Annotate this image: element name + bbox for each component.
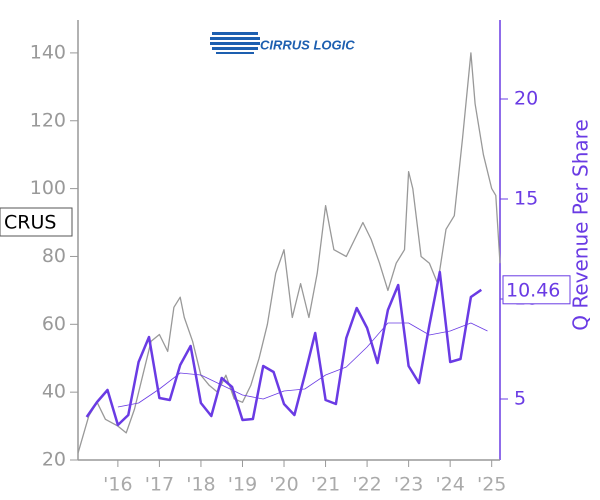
logo-stripe bbox=[210, 42, 260, 45]
y2-axis-label: Q Revenue Per Share bbox=[569, 119, 593, 331]
last-value-label: 10.46 bbox=[506, 279, 560, 301]
logo-stripe bbox=[216, 52, 254, 54]
series-line bbox=[77, 52, 501, 454]
x-tick-label: '19 bbox=[228, 474, 257, 496]
x-tick-label: '18 bbox=[186, 474, 215, 496]
y2-tick-label: 20 bbox=[514, 88, 538, 110]
logo-stripe bbox=[210, 37, 260, 40]
x-tick-label: '21 bbox=[311, 474, 340, 496]
y-tick-label: 60 bbox=[42, 313, 66, 335]
series-line bbox=[117, 322, 488, 408]
y-tick-label: 100 bbox=[30, 177, 66, 199]
x-tick-label: '25 bbox=[477, 474, 506, 496]
x-tick-label: '24 bbox=[435, 474, 464, 496]
logo-stripe bbox=[212, 32, 258, 35]
y-tick-label: 80 bbox=[42, 245, 66, 267]
series-line bbox=[85, 270, 483, 427]
x-tick-label: '20 bbox=[269, 474, 298, 496]
logo: CIRRUS LOGIC bbox=[210, 32, 355, 54]
y-tick-label: 40 bbox=[42, 381, 66, 403]
y2-tick-label: 5 bbox=[514, 388, 526, 410]
last-value-box bbox=[502, 275, 571, 305]
logo-stripe bbox=[212, 47, 258, 50]
ticker-label: CRUS bbox=[4, 212, 56, 234]
y2-tick-label: 15 bbox=[514, 188, 538, 210]
x-tick-label: '17 bbox=[145, 474, 174, 496]
y-tick-label: 20 bbox=[42, 449, 66, 471]
y-tick-label: 140 bbox=[30, 41, 66, 63]
x-tick-label: '23 bbox=[394, 474, 423, 496]
x-tick-label: '22 bbox=[352, 474, 381, 496]
y-tick-label: 120 bbox=[30, 109, 66, 131]
logo-text: CIRRUS LOGIC bbox=[260, 37, 355, 52]
ticker-box bbox=[0, 207, 73, 237]
x-tick-label: '16 bbox=[103, 474, 132, 496]
